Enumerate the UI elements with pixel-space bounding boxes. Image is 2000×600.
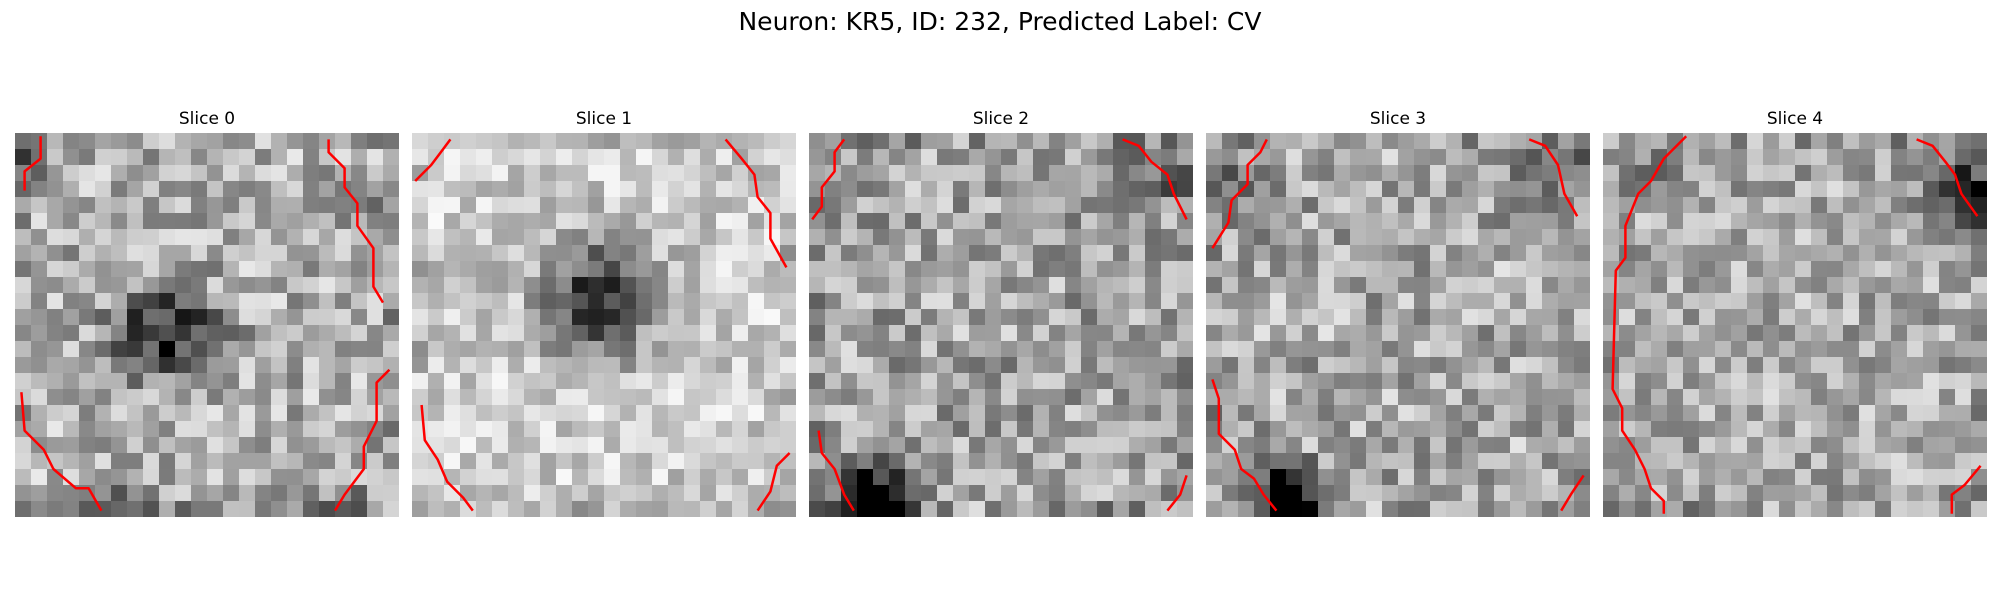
slice-title: Slice 3 (1369, 109, 1427, 129)
red-contour-line (23, 136, 42, 191)
slice-title: Slice 0 (178, 109, 236, 129)
red-contour-line (724, 138, 788, 269)
pixel-grid (1206, 133, 1590, 517)
red-contour-line (756, 452, 791, 512)
slice-image-2 (809, 133, 1193, 517)
red-contour-line (817, 430, 855, 512)
red-contour-line (1166, 475, 1188, 512)
red-contour-line (333, 368, 391, 512)
pixel-grid (1603, 133, 1987, 517)
pixel-grid (809, 133, 1193, 517)
slice-panel-1: Slice 1 (412, 108, 796, 517)
slice-panel-0: Slice 0 (15, 108, 399, 517)
red-contour-line (420, 404, 474, 512)
slice-image-4 (1603, 133, 1987, 517)
red-contour-line (1211, 379, 1278, 512)
pixel-grid (412, 133, 796, 517)
red-contour-line (1950, 464, 1982, 514)
red-contour-line (20, 392, 103, 512)
slice-panel-3: Slice 3 (1206, 108, 1590, 517)
red-contour-line (1611, 135, 1688, 514)
pixel-grid (15, 133, 399, 517)
slice-title: Slice 2 (972, 109, 1030, 129)
slice-panel-4: Slice 4 (1603, 108, 1987, 517)
red-contour-line (1916, 138, 1979, 217)
red-contour-line (1560, 474, 1585, 512)
red-contour-line (1122, 138, 1188, 220)
slice-image-0 (15, 133, 399, 517)
figure-title: Neuron: KR5, ID: 232, Predicted Label: C… (738, 7, 1262, 36)
red-contour-line (1528, 138, 1579, 217)
slice-image-3 (1206, 133, 1590, 517)
slice-title: Slice 1 (575, 109, 633, 129)
slice-image-1 (412, 133, 796, 517)
slice-panel-2: Slice 2 (809, 108, 1193, 517)
red-contour-line (811, 138, 846, 221)
red-contour-line (1211, 138, 1268, 249)
red-contour-line (414, 138, 452, 182)
red-contour-line (327, 139, 385, 304)
slice-title: Slice 4 (1766, 109, 1824, 129)
